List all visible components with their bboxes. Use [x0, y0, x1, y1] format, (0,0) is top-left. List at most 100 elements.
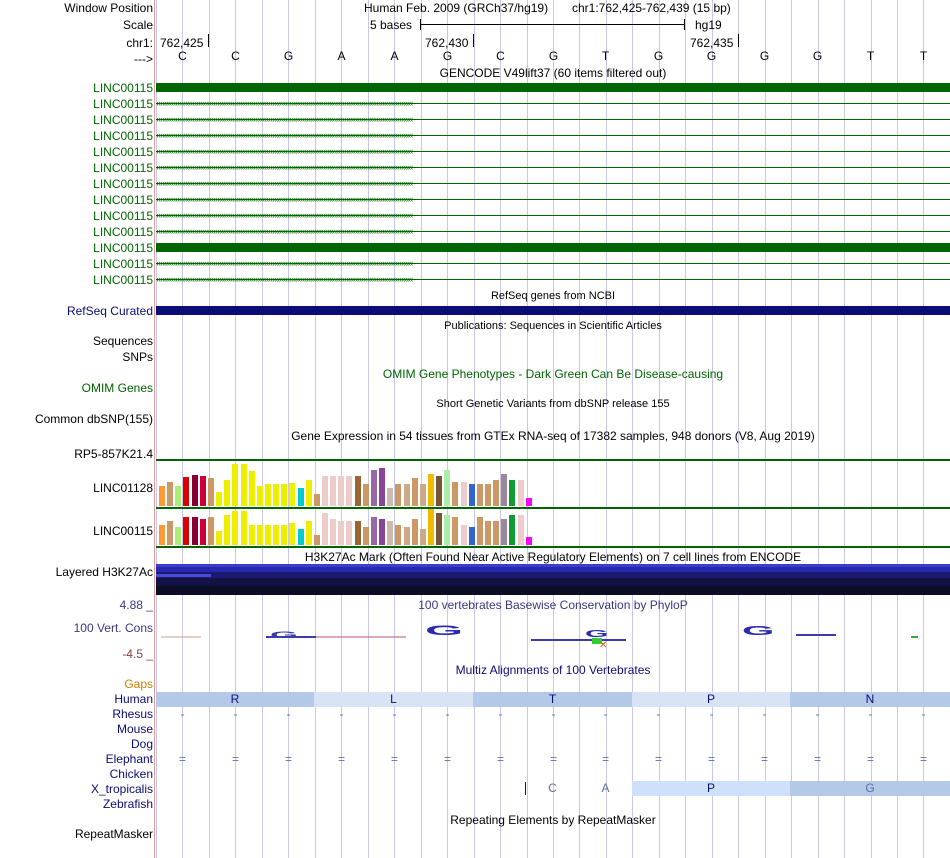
gencode-gene-label[interactable]: LINC00115: [93, 225, 153, 239]
species-label[interactable]: X_tropicalis: [90, 782, 153, 796]
gencode-gene-label[interactable]: LINC00115: [93, 81, 153, 95]
gene-intron-line[interactable]: [156, 279, 950, 280]
gtex-tissue-bar[interactable]: [452, 482, 459, 506]
gtex-tissue-bar[interactable]: [175, 486, 182, 506]
gtex-gene-label[interactable]: LINC01128: [93, 481, 153, 495]
gtex-tissue-bar[interactable]: [468, 527, 475, 545]
gtex-tissue-bar[interactable]: [476, 517, 483, 545]
gtex-tissue-bar[interactable]: [232, 464, 239, 506]
gtex-tissue-bar[interactable]: [289, 523, 296, 545]
gene-intron-line[interactable]: [156, 167, 950, 168]
species-label[interactable]: Zebrafish: [102, 797, 153, 811]
gencode-gene-label[interactable]: LINC00115: [93, 113, 153, 127]
gtex-tissue-bar[interactable]: [379, 468, 386, 506]
h3k27ac-signal[interactable]: [156, 564, 950, 595]
gtex-tissue-bar[interactable]: [460, 482, 467, 506]
gtex-tissue-bar[interactable]: [419, 529, 426, 545]
gtex-tissue-bar[interactable]: [362, 527, 369, 545]
gtex-tissue-bar[interactable]: [240, 464, 247, 506]
strand-label[interactable]: --->: [134, 52, 153, 66]
snps-label[interactable]: SNPs: [122, 350, 153, 364]
gtex-tissue-bar[interactable]: [525, 498, 532, 506]
gtex-tissue-bar[interactable]: [199, 519, 206, 545]
publications-label[interactable]: Sequences: [92, 334, 153, 348]
gtex-tissue-bar[interactable]: [330, 519, 337, 545]
gene-intron-line[interactable]: [156, 119, 950, 120]
gtex-tissue-bar[interactable]: [476, 484, 483, 506]
gtex-tissue-bar[interactable]: [305, 521, 312, 545]
gtex-tissue-bar[interactable]: [485, 521, 491, 545]
gencode-gene-label[interactable]: LINC00115: [93, 161, 153, 175]
gaps-label[interactable]: Gaps: [124, 677, 153, 691]
human-aa-row[interactable]: R L T P N: [156, 692, 950, 707]
gtex-tissue-bar[interactable]: [159, 525, 165, 545]
gtex-tissue-bar[interactable]: [240, 511, 247, 545]
species-label[interactable]: Mouse: [116, 722, 153, 736]
gtex-tissue-bar[interactable]: [273, 484, 280, 506]
gtex-tissue-bar[interactable]: [232, 511, 239, 545]
gtex-tissue-bar[interactable]: [175, 527, 182, 545]
gencode-gene-label[interactable]: LINC00115: [93, 273, 153, 287]
repeatmasker-label[interactable]: RepeatMasker: [74, 827, 153, 841]
h3k27ac-label[interactable]: Layered H3K27Ac: [55, 565, 153, 579]
gtex-tissue-bar[interactable]: [313, 494, 320, 506]
gtex-tissue-bar[interactable]: [468, 484, 475, 506]
gtex-tissue-bar[interactable]: [281, 484, 288, 506]
gencode-gene-label[interactable]: LINC00115: [93, 209, 153, 223]
gene-intron-line[interactable]: [156, 215, 950, 216]
gtex-tissue-bar[interactable]: [436, 513, 443, 545]
gtex-tissue-bar[interactable]: [501, 474, 508, 506]
omim-label[interactable]: OMIM Genes: [81, 381, 153, 395]
gtex-tissue-bar[interactable]: [362, 484, 369, 506]
gtex-tissue-bar[interactable]: [346, 476, 353, 506]
gtex-tissue-bar[interactable]: [460, 525, 467, 545]
gtex-tissue-bar[interactable]: [387, 488, 394, 506]
gtex-tissue-bar[interactable]: [338, 521, 345, 545]
gtex-tissue-bar[interactable]: [313, 535, 320, 545]
gtex-tissue-bar[interactable]: [354, 476, 361, 506]
gtex-tissue-bar[interactable]: [305, 480, 312, 506]
gtex-tissue-bar[interactable]: [395, 525, 402, 545]
gtex-tissue-bar[interactable]: [207, 517, 214, 545]
gencode-gene-label[interactable]: LINC00115: [93, 257, 153, 271]
gtex-tissue-bar[interactable]: [167, 521, 174, 545]
gtex-tissue-bar[interactable]: [264, 484, 271, 506]
gtex-tissue-bar[interactable]: [354, 521, 361, 545]
species-label[interactable]: Dog: [130, 737, 153, 751]
gtex-tissue-bar[interactable]: [411, 478, 418, 506]
refseq-gene-bar[interactable]: [156, 306, 950, 315]
gtex-tissue-bar[interactable]: [273, 525, 280, 545]
xtropicalis-row[interactable]: C A P G: [156, 781, 950, 796]
phylop-signal[interactable]: ✕: [156, 624, 950, 650]
gtex-gene-label[interactable]: LINC00115: [93, 524, 153, 538]
gtex-tissue-bar[interactable]: [346, 521, 353, 545]
gtex-tissue-bar[interactable]: [256, 525, 263, 545]
gtex-tissue-bar[interactable]: [338, 476, 345, 506]
gene-intron-line[interactable]: [156, 263, 950, 264]
gtex-tissue-bar[interactable]: [256, 486, 263, 506]
gtex-tissue-bar[interactable]: [427, 509, 434, 545]
gtex-gene-label[interactable]: RP5-857K21.4: [74, 447, 153, 461]
gtex-tissue-bar[interactable]: [509, 515, 516, 545]
gencode-gene-label[interactable]: LINC00115: [93, 97, 153, 111]
gtex-tissue-bar[interactable]: [403, 527, 410, 545]
gtex-tissue-bar[interactable]: [427, 474, 434, 506]
gtex-tissue-bar[interactable]: [330, 476, 337, 506]
gene-intron-line[interactable]: [156, 231, 950, 232]
gtex-tissue-bar[interactable]: [379, 519, 386, 545]
gtex-tissue-bar[interactable]: [289, 483, 296, 506]
gtex-tissue-bar[interactable]: [191, 517, 198, 545]
gtex-tissue-bar[interactable]: [183, 477, 190, 506]
gtex-tissue-bar[interactable]: [224, 480, 231, 506]
gtex-tissue-bar[interactable]: [248, 525, 255, 545]
gtex-tissue-bar[interactable]: [224, 515, 231, 545]
gtex-tissue-bar[interactable]: [199, 476, 206, 506]
gtex-tissue-bar[interactable]: [452, 517, 459, 545]
gtex-tissue-bar[interactable]: [370, 517, 377, 545]
gtex-tissue-bar[interactable]: [322, 476, 328, 506]
refseq-label[interactable]: RefSeq Curated: [66, 304, 153, 318]
gtex-tissue-bar[interactable]: [322, 513, 328, 545]
species-label[interactable]: Elephant: [105, 752, 153, 766]
gtex-tissue-bar[interactable]: [436, 476, 443, 506]
gtex-tissue-bar[interactable]: [183, 517, 190, 545]
